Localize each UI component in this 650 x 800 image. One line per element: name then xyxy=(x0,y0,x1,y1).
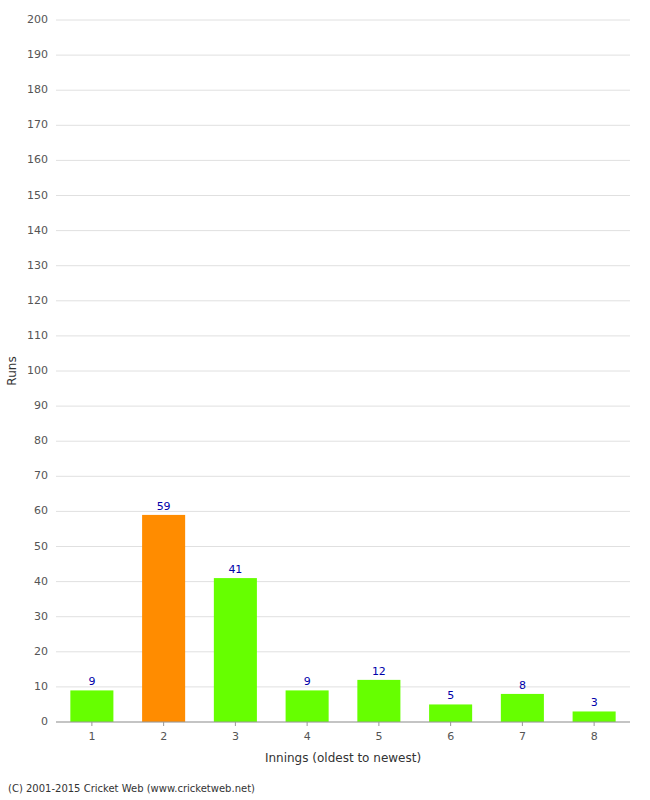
x-tick xyxy=(378,722,379,726)
bar xyxy=(214,578,257,722)
y-tick-label: 40 xyxy=(34,575,48,588)
y-tick-label: 160 xyxy=(27,153,48,166)
y-tick-label: 90 xyxy=(34,399,48,412)
grid-line xyxy=(56,230,630,231)
bars xyxy=(70,515,615,722)
bar xyxy=(573,711,616,722)
bar xyxy=(70,690,113,722)
bar xyxy=(142,515,185,722)
y-tick-label: 60 xyxy=(34,504,48,517)
y-tick-label: 80 xyxy=(34,434,48,447)
y-tick-label: 130 xyxy=(27,259,48,272)
y-tick-label: 10 xyxy=(34,680,48,693)
data-label: 59 xyxy=(157,500,171,513)
data-label: 12 xyxy=(372,665,386,678)
footer: (C) 2001-2015 Cricket Web (www.cricketwe… xyxy=(8,783,255,794)
bar xyxy=(501,694,544,722)
grid-line xyxy=(56,722,630,723)
grid-line xyxy=(56,265,630,266)
y-tick-label: 30 xyxy=(34,610,48,623)
x-tick-label: 2 xyxy=(160,730,167,743)
x-tick xyxy=(163,722,164,726)
data-label: 9 xyxy=(304,675,311,688)
bar xyxy=(286,690,329,722)
data-label: 3 xyxy=(591,696,598,709)
chart: 0 10 20 30 40 50 60 70 80 90 100 110 120 130 140 150 160… xyxy=(0,0,650,800)
y-tick-label: 50 xyxy=(34,540,48,553)
y-tick-label: 190 xyxy=(27,48,48,61)
grid-line xyxy=(56,160,630,161)
y-tick-label: 170 xyxy=(27,118,48,131)
x-tick xyxy=(522,722,523,726)
grid-line xyxy=(56,406,630,407)
bar xyxy=(357,680,400,722)
x-tick-label: 6 xyxy=(447,730,454,743)
data-label: 5 xyxy=(447,689,454,702)
x-tick xyxy=(594,722,595,726)
grid-line xyxy=(56,371,630,372)
y-tick-label: 100 xyxy=(27,364,48,377)
x-tick xyxy=(450,722,451,726)
y-tick-label: 150 xyxy=(27,189,48,202)
y-tick-label: 200 xyxy=(27,13,48,26)
y-tick-label: 70 xyxy=(34,469,48,482)
grid-line xyxy=(56,55,630,56)
grid-line xyxy=(56,300,630,301)
x-tick-label: 1 xyxy=(88,730,95,743)
y-tick-label: 20 xyxy=(34,645,48,658)
grid-line xyxy=(56,195,630,196)
y-tick-label: 0 xyxy=(41,715,48,728)
y-tick-label: 140 xyxy=(27,224,48,237)
y-grid xyxy=(56,20,630,722)
data-label: 8 xyxy=(519,679,526,692)
grid-line xyxy=(56,335,630,336)
y-axis-label: Runs xyxy=(5,356,19,385)
grid-line xyxy=(56,441,630,442)
y-tick-label: 110 xyxy=(27,329,48,342)
grid-line xyxy=(56,90,630,91)
x-axis-line xyxy=(56,722,630,723)
x-tick-label: 4 xyxy=(304,730,311,743)
x-tick xyxy=(91,722,92,726)
x-tick-label: 8 xyxy=(591,730,598,743)
x-tick xyxy=(235,722,236,726)
grid-line xyxy=(56,20,630,21)
x-tick-label: 5 xyxy=(375,730,382,743)
bar xyxy=(429,704,472,722)
grid-line xyxy=(56,476,630,477)
y-tick-label: 180 xyxy=(27,83,48,96)
x-tick-label: 3 xyxy=(232,730,239,743)
grid-line xyxy=(56,125,630,126)
data-label: 41 xyxy=(228,563,242,576)
y-tick-label: 120 xyxy=(27,294,48,307)
x-axis-label: Innings (oldest to newest) xyxy=(265,751,421,765)
x-tick-label: 7 xyxy=(519,730,526,743)
x-tick xyxy=(307,722,308,726)
data-label: 9 xyxy=(88,675,95,688)
grid-line xyxy=(56,511,630,512)
